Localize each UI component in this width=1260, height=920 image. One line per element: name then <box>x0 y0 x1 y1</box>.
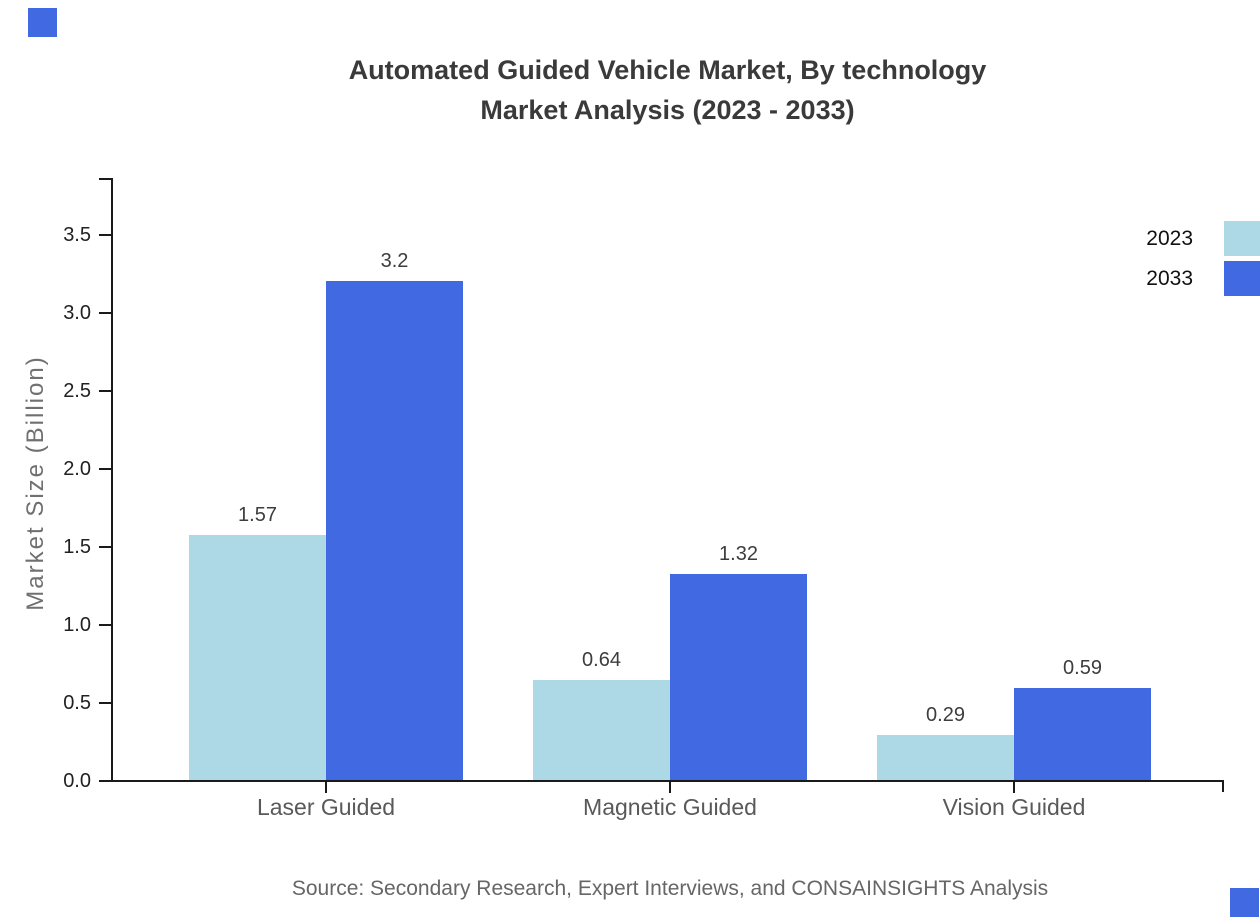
bar-value-label: 0.29 <box>926 704 965 726</box>
y-tick <box>99 624 111 626</box>
x-tick <box>325 780 327 793</box>
y-tick-label: 2.5 <box>63 380 91 402</box>
y-tick <box>99 546 111 548</box>
y-tick-label: 0.5 <box>63 692 91 714</box>
x-tick <box>1013 780 1015 793</box>
y-tick <box>99 234 111 236</box>
y-axis-line <box>111 178 113 782</box>
bar-2033-laser-guided <box>326 281 463 780</box>
category-label: Vision Guided <box>942 794 1086 820</box>
legend-label: 2023 <box>1146 226 1193 250</box>
bar-2023-laser-guided <box>189 535 326 780</box>
y-tick <box>99 468 111 470</box>
bar-value-label: 3.2 <box>380 250 409 272</box>
legend-swatch-2023 <box>1224 221 1260 256</box>
source-note: Source: Secondary Research, Expert Inter… <box>291 877 1049 900</box>
bar-2023-vision-guided <box>877 735 1014 780</box>
bar-2033-vision-guided <box>1014 688 1151 780</box>
y-tick-label: 1.5 <box>63 536 91 558</box>
bar-value-label: 0.59 <box>1063 657 1102 679</box>
y-tick-label: 3.0 <box>63 302 91 324</box>
y-tick <box>99 390 111 392</box>
chart-title-line2: Market Analysis (2023 - 2033) <box>480 95 855 125</box>
y-tick <box>99 702 111 704</box>
legend-item-2033: 2033 <box>1020 261 1260 296</box>
category-label: Laser Guided <box>256 794 396 820</box>
y-tick-label: 0.0 <box>63 770 91 792</box>
corner-marker-bottom-right <box>1230 888 1259 917</box>
category-label: Magnetic Guided <box>583 794 757 820</box>
y-tick-label: 2.0 <box>63 458 91 480</box>
legend: 2023 2033 <box>1020 221 1260 296</box>
bar-2033-magnetic-guided <box>670 574 807 780</box>
bar-value-label: 1.32 <box>719 543 758 565</box>
y-tick <box>99 312 111 314</box>
legend-label: 2033 <box>1146 266 1193 290</box>
bar-2023-magnetic-guided <box>533 680 670 780</box>
chart-title: Automated Guided Vehicle Market, By tech… <box>113 50 1222 130</box>
x-tick <box>669 780 671 793</box>
legend-swatch-2033 <box>1224 261 1260 296</box>
chart-title-line1: Automated Guided Vehicle Market, By tech… <box>348 55 987 85</box>
x-axis-endcap-tick <box>1222 780 1224 792</box>
y-tick <box>99 780 111 782</box>
corner-marker-top-left <box>28 8 57 37</box>
x-axis-line <box>111 780 1224 782</box>
y-tick-label: 1.0 <box>63 614 91 636</box>
bar-value-label: 0.64 <box>582 649 621 671</box>
y-tick-label: 3.5 <box>63 224 91 246</box>
legend-item-2023: 2023 <box>1020 221 1260 256</box>
bar-value-label: 1.57 <box>238 504 277 526</box>
y-axis-endcap-tick <box>99 178 111 180</box>
